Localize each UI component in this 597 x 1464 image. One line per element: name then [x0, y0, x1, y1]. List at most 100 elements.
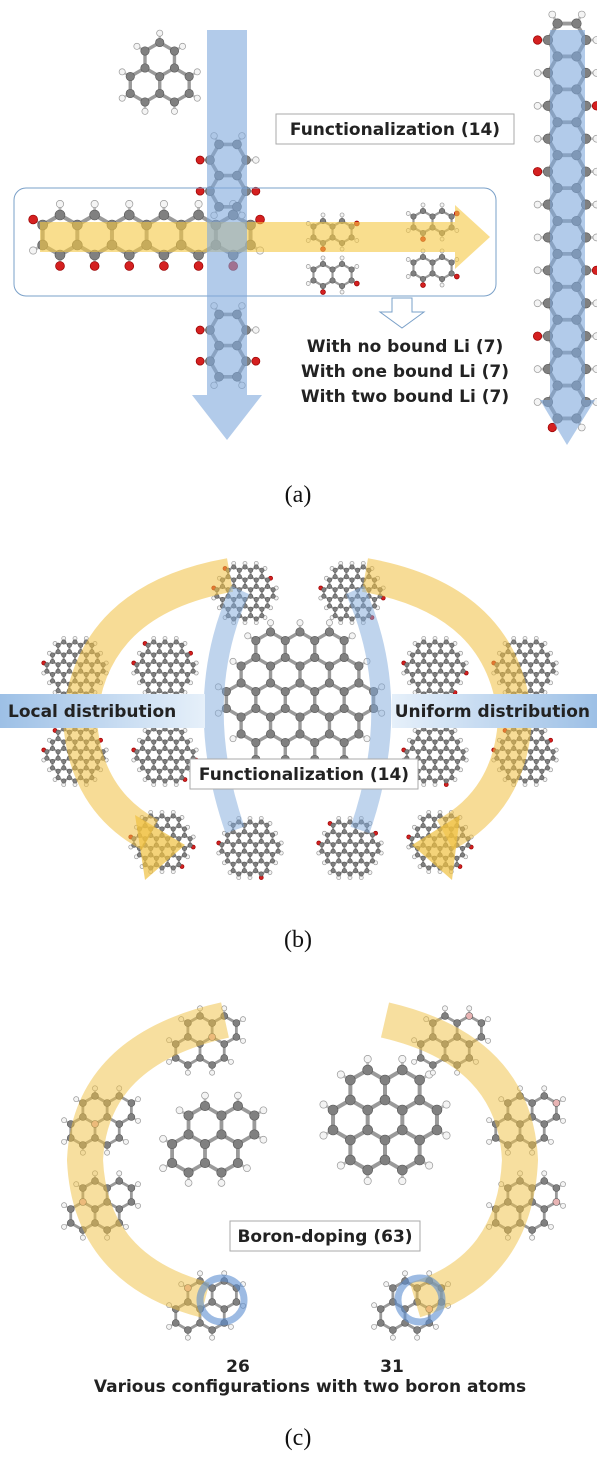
carbon-atom [224, 851, 230, 857]
carbon-atom [253, 564, 259, 570]
carbon-atom [414, 1074, 425, 1086]
carbon-atom [321, 593, 327, 599]
carbon-atom [420, 855, 426, 861]
carbon-atom [236, 661, 246, 671]
carbon-atom [355, 574, 361, 580]
label-band [392, 694, 597, 728]
carbon-atom [61, 678, 67, 684]
count: 26 [226, 1357, 250, 1377]
carbon-atom [343, 567, 349, 573]
hydrogen-atom [201, 1091, 209, 1100]
hydrogen-atom [234, 1091, 242, 1100]
carbon-atom [236, 712, 246, 722]
hydrogen-atom [429, 1069, 436, 1076]
carbon-atom [438, 755, 444, 761]
carbon-atom [389, 1284, 397, 1292]
carbon-atom [443, 671, 449, 677]
heading: Functionalization (14) [199, 765, 409, 785]
carbon-atom [173, 745, 179, 751]
carbon-atom [550, 755, 556, 761]
carbon-atom [176, 836, 182, 842]
hydrogen-atom [336, 1070, 345, 1079]
hydrogen-atom [405, 274, 411, 279]
carbon-atom [224, 858, 230, 864]
carbon-atom [324, 627, 334, 637]
selection-box [13, 187, 497, 297]
carbon-atom [341, 822, 347, 828]
carbon-atom [183, 1129, 194, 1140]
carbon-atom [437, 813, 443, 819]
carbon-atom [539, 668, 545, 674]
carbon-atom [224, 838, 230, 844]
carbon-atom [358, 858, 364, 864]
carbon-atom [375, 848, 381, 854]
carbon-atom [165, 816, 171, 822]
hydrogen-atom [209, 1334, 216, 1341]
hydrogen-atom [319, 1131, 328, 1140]
carbon-atom [145, 749, 151, 755]
carbon-atom [432, 652, 438, 658]
hydrogen-atom [135, 1181, 141, 1188]
carbon-atom [66, 1219, 75, 1227]
carbon-atom [236, 567, 242, 573]
hydrogen-atom [541, 1170, 548, 1177]
hydrogen-atom [56, 200, 64, 208]
carbon-atom [266, 678, 276, 688]
molecule [401, 723, 469, 787]
carbon-atom [266, 661, 276, 671]
carbon-atom [236, 574, 242, 580]
hydrogen-atom [439, 282, 445, 288]
arrows [0, 30, 597, 1326]
carbon-atom [266, 729, 276, 739]
carbon-atom [66, 649, 72, 655]
carbon-atom [232, 1298, 241, 1306]
label-box [229, 1220, 421, 1252]
hydrogen-atom [533, 266, 542, 275]
carbon-atom [421, 678, 427, 684]
carbon-atom [409, 739, 415, 745]
carbon-atom [426, 736, 432, 742]
carbon-atom [528, 749, 534, 755]
carbon-atom [145, 768, 151, 774]
carbon-atom [251, 686, 261, 697]
carbon-atom [326, 583, 332, 589]
carbon-atom [140, 63, 150, 73]
carbon-atom [193, 209, 204, 221]
carbon-atom [419, 253, 427, 261]
carbon-atom [55, 688, 61, 694]
carbon-atom [416, 1054, 425, 1062]
carbon-atom [348, 277, 355, 284]
carbon-atom [173, 765, 179, 771]
hydrogen-atom [159, 1134, 167, 1143]
carbon-atom [491, 1134, 500, 1142]
carbon-atom [185, 739, 191, 745]
hydrogen-atom [339, 255, 345, 261]
carbon-atom [182, 845, 188, 851]
carbon-atom [266, 627, 276, 637]
hydrogen-atom [560, 1096, 566, 1103]
carbon-atom [162, 765, 168, 771]
carbon-atom [220, 1305, 229, 1313]
hydrogen-atom [118, 94, 126, 102]
carbon-atom [156, 642, 162, 648]
carbon-atom [533, 739, 539, 745]
carbon-atom [310, 277, 317, 284]
carbon-atom [44, 662, 50, 668]
li-state: With one bound Li (7) [301, 362, 509, 382]
carbon-atom [460, 662, 466, 668]
carbon-atom [185, 671, 191, 677]
carbon-atom [145, 649, 151, 655]
carbon-atom [421, 658, 427, 664]
carbon-atom [127, 1198, 136, 1206]
hydrogen-atom [217, 1179, 226, 1187]
oxygen-atom [420, 282, 426, 288]
carbon-atom [441, 1012, 449, 1020]
carbon-atom [421, 765, 427, 771]
carbon-atom [339, 737, 349, 748]
oxygen-atom [591, 265, 597, 275]
carbon-atom [140, 46, 150, 56]
hydrogen-atom [411, 1058, 417, 1065]
carbon-atom [448, 259, 455, 266]
labels: Functionalization (14) With no bound Li … [8, 113, 590, 1451]
carbon-atom [61, 671, 67, 677]
